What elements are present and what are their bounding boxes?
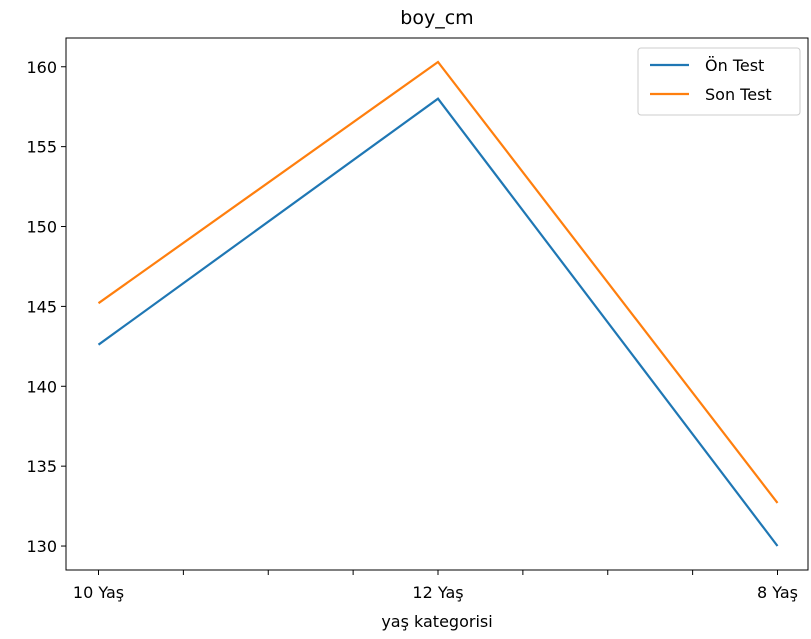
y-tick-label-5: 155 <box>26 138 57 157</box>
x-axis-label: yaş kategorisi <box>381 612 492 631</box>
y-tick-label-6: 160 <box>26 58 57 77</box>
y-tick-label-1: 135 <box>26 457 57 476</box>
series-line-0 <box>97 97 779 547</box>
legend-label-on-test: Ön Test <box>705 56 764 75</box>
series-line-1 <box>97 60 779 504</box>
y-tick-label-3: 145 <box>26 297 57 316</box>
axes-frame <box>65 37 809 571</box>
legend-label-son-test: Son Test <box>705 85 772 104</box>
chart-title: boy_cm <box>400 7 473 29</box>
x-tick-label-1: 12 Yaş <box>412 583 463 602</box>
legend: Ön Test Son Test <box>637 47 801 116</box>
plot-area: 130 135 140 145 150 155 160 10 Yaş 12 Yaş 8 Yaş <box>26 37 809 602</box>
x-tick-label-2: 8 Yaş <box>757 583 798 602</box>
y-tick-label-4: 150 <box>26 218 57 237</box>
y-tick-label-0: 130 <box>26 537 57 556</box>
axis-ticks: 130 135 140 145 150 155 160 10 Yaş 12 Yaş 8 Yaş <box>26 58 798 602</box>
series-lines <box>97 60 779 547</box>
y-tick-label-2: 140 <box>26 377 57 396</box>
x-tick-label-0: 10 Yaş <box>73 583 124 602</box>
